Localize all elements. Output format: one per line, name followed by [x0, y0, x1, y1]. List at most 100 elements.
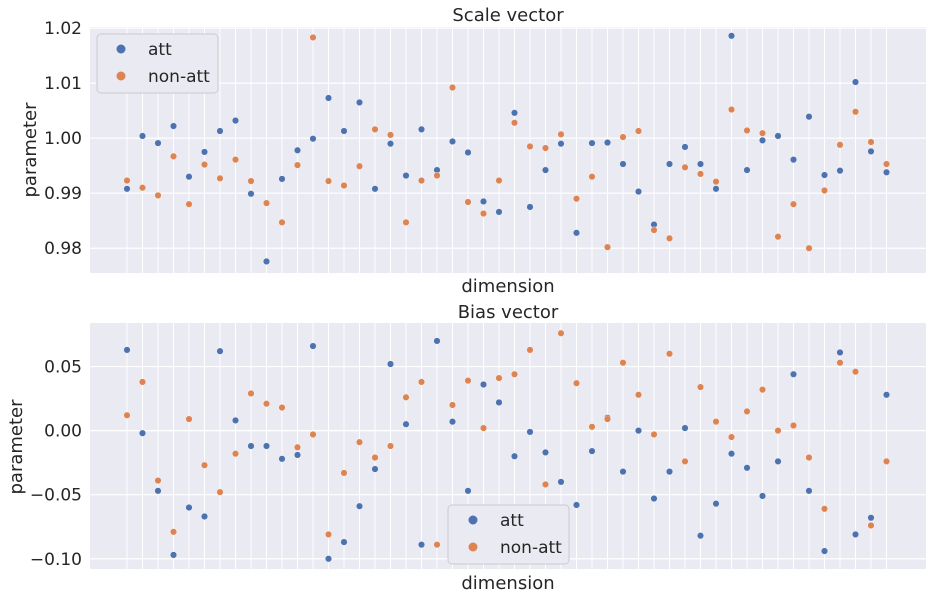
- bias-point-att: [154, 487, 162, 495]
- scale-point-non-att: [650, 226, 658, 234]
- bias-point-att: [278, 455, 286, 463]
- scale-xlabel: dimension: [461, 276, 554, 297]
- scale-point-non-att: [154, 191, 162, 199]
- scale-point-att: [200, 148, 208, 156]
- scale-point-non-att: [278, 218, 286, 226]
- scale-point-att: [697, 160, 705, 168]
- bias-point-non-att: [650, 430, 658, 438]
- scale-point-att: [123, 185, 131, 193]
- scale-point-non-att: [526, 142, 534, 150]
- scale-point-non-att: [325, 177, 333, 185]
- scale-point-att: [464, 148, 472, 156]
- scale-point-att: [759, 136, 767, 144]
- scale-point-non-att: [340, 181, 348, 189]
- scale-point-non-att: [573, 195, 581, 203]
- bias-point-non-att: [867, 521, 875, 529]
- bias-point-att: [495, 398, 503, 406]
- scale-y-tick-label: 0.98: [44, 239, 82, 259]
- scale-point-att: [154, 139, 162, 147]
- scale-point-att: [542, 166, 550, 174]
- scale-point-non-att: [836, 141, 844, 149]
- bias-point-att: [309, 342, 317, 350]
- bias-point-att: [138, 429, 146, 437]
- scale-point-att: [836, 167, 844, 175]
- scale-point-att: [712, 185, 720, 193]
- scale-y-tick-label: 0.99: [44, 184, 82, 204]
- scale-point-att: [449, 137, 457, 145]
- scale-point-att: [728, 32, 736, 40]
- scale-legend: att non-att: [96, 33, 219, 94]
- bias-y-tick-label: −0.05: [30, 486, 82, 506]
- scale-point-att: [526, 203, 534, 211]
- scale-point-att: [867, 147, 875, 155]
- scale-point-att: [387, 140, 395, 148]
- bias-point-non-att: [526, 346, 534, 354]
- bias-legend-label-non-att: non-att: [500, 538, 562, 558]
- bias-point-att: [511, 452, 519, 460]
- bias-point-att: [418, 541, 426, 549]
- bias-point-non-att: [759, 386, 767, 394]
- scale-y-ticks: 0.98 0.99 1.00 1.01 1.02: [44, 19, 82, 259]
- bias-point-non-att: [666, 350, 674, 358]
- bias-point-att: [294, 451, 302, 459]
- scale-point-att: [619, 160, 627, 168]
- scale-point-att: [743, 166, 751, 174]
- bias-legend-label-att: att: [500, 511, 524, 531]
- bias-point-non-att: [821, 505, 829, 513]
- bias-point-non-att: [387, 442, 395, 450]
- scale-point-non-att: [418, 177, 426, 185]
- scale-point-att: [883, 168, 891, 176]
- scale-title: Scale vector: [452, 5, 564, 26]
- bias-point-non-att: [557, 329, 565, 337]
- bias-point-att: [805, 487, 813, 495]
- scale-point-non-att: [464, 198, 472, 206]
- scale-point-att: [681, 143, 689, 151]
- bias-point-att: [619, 468, 627, 476]
- scale-point-non-att: [821, 186, 829, 194]
- bias-xlabel: dimension: [461, 573, 554, 594]
- bias-point-non-att: [790, 422, 798, 430]
- scale-point-non-att: [449, 84, 457, 92]
- scale-legend-marker-non-att: [116, 71, 126, 81]
- scale-point-non-att: [712, 178, 720, 186]
- bias-y-tick-label: −0.10: [30, 550, 82, 570]
- scale-point-non-att: [402, 218, 410, 226]
- scale-point-att: [309, 135, 317, 143]
- scale-legend-label-non-att: non-att: [148, 67, 210, 87]
- bias-point-non-att: [449, 401, 457, 409]
- scale-point-att: [480, 197, 488, 205]
- bias-point-att: [247, 442, 255, 450]
- bias-point-att: [557, 478, 565, 486]
- scale-point-non-att: [697, 170, 705, 178]
- bias-point-att: [697, 532, 705, 540]
- bias-point-non-att: [836, 359, 844, 367]
- scale-point-att: [185, 173, 193, 181]
- scale-y-tick-label: 1.02: [44, 19, 82, 39]
- bias-point-non-att: [588, 423, 596, 431]
- scale-point-att: [402, 172, 410, 180]
- scale-point-non-att: [666, 234, 674, 242]
- bias-point-att: [650, 495, 658, 503]
- scale-point-att: [852, 78, 860, 86]
- scale-point-att: [138, 132, 146, 140]
- bias-point-att: [200, 512, 208, 520]
- bias-point-non-att: [805, 454, 813, 462]
- bias-point-non-att: [294, 443, 302, 451]
- scale-point-non-att: [231, 156, 239, 164]
- scale-point-att: [495, 208, 503, 216]
- bias-point-att: [402, 420, 410, 428]
- scale-point-non-att: [263, 199, 271, 207]
- scale-point-non-att: [542, 144, 550, 152]
- bias-point-att: [759, 492, 767, 500]
- scale-point-non-att: [169, 152, 177, 160]
- scale-point-non-att: [759, 129, 767, 137]
- bias-point-non-att: [604, 415, 612, 423]
- bias-point-non-att: [495, 374, 503, 382]
- bias-point-att: [480, 381, 488, 389]
- scale-point-att: [573, 229, 581, 237]
- bias-point-non-att: [883, 457, 891, 465]
- scale-point-att: [805, 113, 813, 121]
- scale-point-att: [216, 127, 224, 135]
- scale-legend-box: [96, 33, 219, 94]
- scale-point-att: [635, 188, 643, 196]
